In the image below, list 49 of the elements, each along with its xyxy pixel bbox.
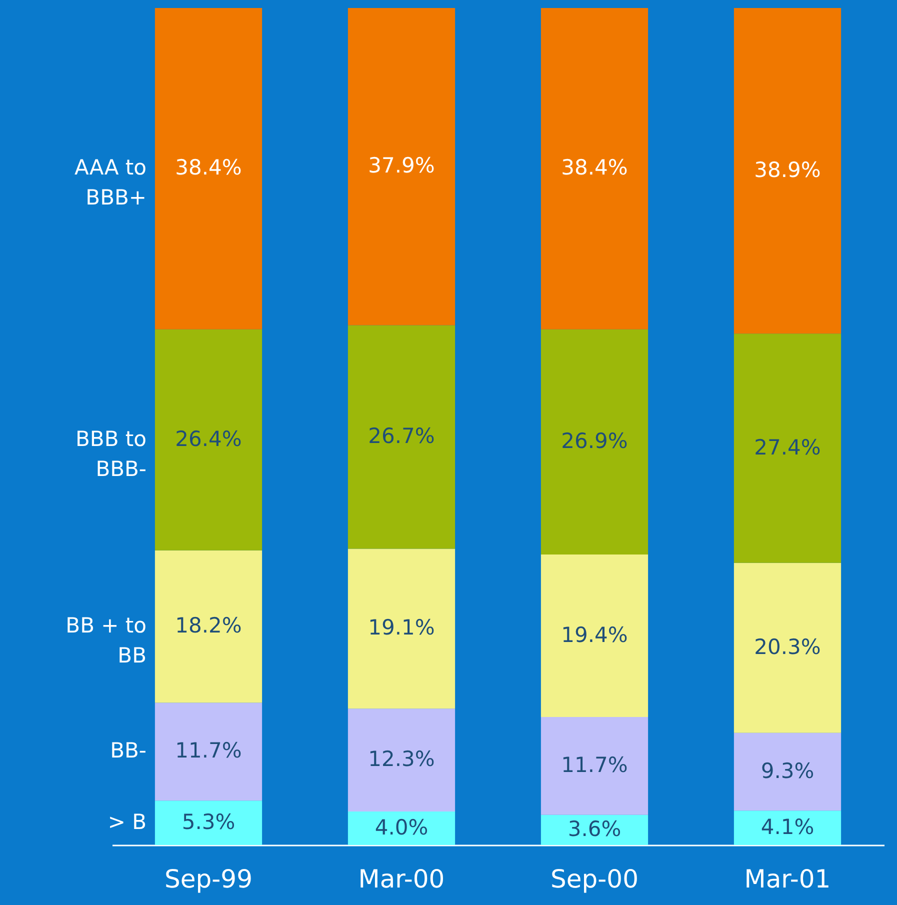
- x-tick-label: Sep-00: [550, 864, 638, 894]
- bar: [540, 716, 648, 815]
- data-label: 3.6%: [568, 816, 622, 841]
- data-label: 9.3%: [760, 758, 814, 783]
- bar: [348, 325, 456, 549]
- bar: [154, 8, 262, 330]
- data-label: 38.4%: [561, 156, 628, 180]
- data-label: 11.7%: [175, 738, 242, 763]
- bar: [540, 329, 648, 555]
- series-label: AAA to BBB+: [74, 156, 146, 210]
- bar: [348, 708, 456, 812]
- bar: [154, 550, 262, 703]
- x-tick-label: Mar-01: [744, 864, 831, 894]
- series-label: BB + to BB: [66, 614, 146, 668]
- series-label: BB-: [110, 738, 146, 763]
- data-label: 26.4%: [175, 426, 242, 451]
- series-label: BBB to BBB-: [76, 426, 146, 481]
- data-label: 26.9%: [561, 428, 628, 453]
- bar: [734, 562, 842, 733]
- data-label: 4.0%: [374, 815, 428, 840]
- data-label: 18.2%: [175, 614, 242, 638]
- data-label: 4.1%: [760, 814, 814, 839]
- data-label: 38.4%: [175, 156, 242, 180]
- data-label: 19.1%: [368, 616, 435, 640]
- x-tick-label: Mar-00: [358, 864, 445, 894]
- bar: [540, 814, 648, 845]
- bar: [734, 732, 842, 811]
- data-label: 20.3%: [754, 634, 821, 659]
- bar: [348, 8, 456, 326]
- bar: [540, 554, 648, 717]
- data-label: 38.9%: [754, 158, 821, 182]
- bar: [540, 8, 648, 330]
- bar: [154, 329, 262, 550]
- data-label: 12.3%: [368, 747, 435, 772]
- bar: [154, 800, 262, 845]
- bar: [154, 702, 262, 801]
- x-tick-label: Sep-99: [164, 864, 252, 894]
- data-label: 26.7%: [368, 424, 435, 448]
- bar: [348, 548, 456, 709]
- bar: [734, 810, 842, 845]
- bar: [734, 8, 842, 334]
- data-label: 27.4%: [754, 435, 821, 460]
- series-label: > B: [108, 810, 146, 834]
- bar: [348, 812, 456, 845]
- data-label: 11.7%: [561, 752, 628, 777]
- data-label: 37.9%: [368, 154, 435, 178]
- data-label: 19.4%: [561, 622, 628, 647]
- bar: [734, 334, 842, 563]
- data-label: 5.3%: [182, 810, 236, 834]
